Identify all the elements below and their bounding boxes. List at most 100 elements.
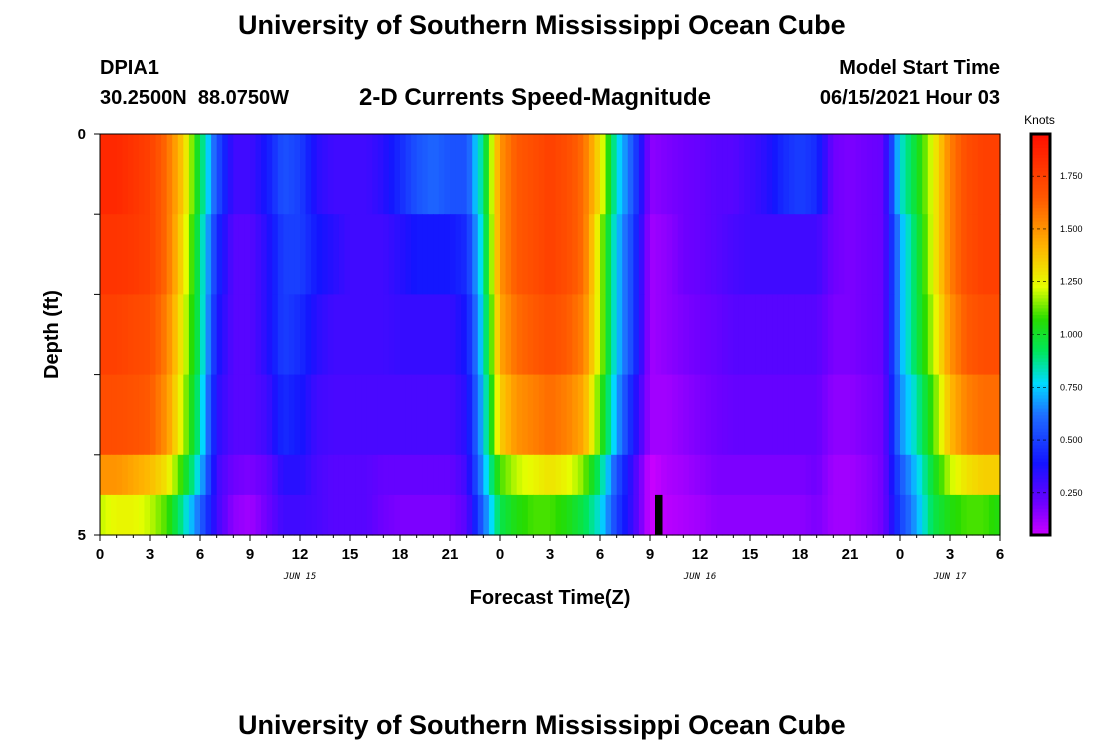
heatmap-cell bbox=[444, 494, 451, 536]
heatmap-cell bbox=[300, 134, 307, 215]
heatmap-cell bbox=[722, 134, 729, 215]
x-tick-label: 3 bbox=[546, 546, 554, 563]
heatmap-cell bbox=[811, 294, 818, 376]
heatmap-cell bbox=[844, 134, 851, 215]
heatmap-cell bbox=[566, 214, 573, 295]
heatmap-cell bbox=[733, 494, 740, 536]
heatmap-cell bbox=[533, 494, 540, 536]
heatmap-cell bbox=[150, 134, 157, 215]
heatmap-cell bbox=[261, 294, 268, 376]
heatmap-cell bbox=[661, 374, 668, 456]
heatmap-cell bbox=[966, 374, 973, 456]
heatmap-cell bbox=[905, 494, 912, 536]
heatmap-cell bbox=[372, 454, 379, 496]
heatmap-cell bbox=[183, 374, 190, 456]
heatmap-cell bbox=[766, 454, 773, 496]
heatmap-cell bbox=[283, 134, 290, 215]
heatmap-cell bbox=[211, 134, 218, 215]
x-tick-label: 6 bbox=[196, 546, 204, 563]
colorbar-swatch bbox=[1031, 334, 1050, 339]
heatmap-cell bbox=[166, 494, 173, 536]
heatmap-cell bbox=[344, 134, 351, 215]
heatmap-cell bbox=[633, 494, 640, 536]
colorbar-swatch bbox=[1031, 240, 1050, 245]
heatmap-cell bbox=[455, 214, 462, 295]
heatmap-cell bbox=[122, 454, 129, 496]
x-axis: 0 3 6 9 12 15 18 21 0 3 6 9 12 15 18 21 0 3 6 bbox=[96, 535, 1004, 563]
heatmap-cell bbox=[850, 294, 857, 376]
heatmap-cell bbox=[972, 454, 979, 496]
heatmap-cell bbox=[233, 494, 240, 536]
colorbar-swatch bbox=[1031, 428, 1050, 433]
heatmap-cell bbox=[722, 454, 729, 496]
heatmap-cell bbox=[372, 494, 379, 536]
heatmap-cell bbox=[661, 494, 668, 536]
heatmap-cell bbox=[811, 134, 818, 215]
colorbar-swatch bbox=[1031, 250, 1050, 255]
heatmap-cell bbox=[611, 494, 618, 536]
heatmap-cell bbox=[805, 134, 812, 215]
heatmap-cell bbox=[300, 374, 307, 456]
colorbar-swatch bbox=[1031, 511, 1050, 516]
x-tick-label: 6 bbox=[996, 546, 1004, 563]
heatmap-cell bbox=[505, 134, 512, 215]
heatmap-cell bbox=[627, 494, 634, 536]
heatmap-cell bbox=[238, 214, 246, 295]
colorbar-swatch bbox=[1031, 207, 1050, 212]
heatmap-cell bbox=[516, 374, 523, 456]
heatmap-cell bbox=[488, 494, 496, 536]
heatmap-cell bbox=[333, 494, 340, 536]
heatmap-cell bbox=[811, 454, 818, 496]
heatmap-cell bbox=[366, 494, 373, 536]
heatmap-cell bbox=[677, 374, 684, 456]
heatmap-cell bbox=[494, 454, 501, 496]
heatmap-cell bbox=[600, 294, 607, 376]
heatmap-cell bbox=[622, 454, 629, 496]
heatmap-cell bbox=[711, 294, 718, 376]
heatmap-cell bbox=[900, 454, 907, 496]
heatmap-cell bbox=[283, 294, 290, 376]
colorbar-swatch bbox=[1031, 448, 1050, 453]
heatmap-cell bbox=[322, 294, 329, 376]
colorbar-swatch bbox=[1031, 414, 1050, 419]
heatmap-cell bbox=[383, 214, 390, 295]
heatmap-cell bbox=[133, 494, 140, 536]
heatmap-cell bbox=[505, 374, 512, 456]
heatmap-cell bbox=[788, 134, 796, 215]
heatmap-cell bbox=[888, 494, 896, 536]
heatmap-cell bbox=[250, 494, 257, 536]
colorbar-swatch bbox=[1031, 458, 1050, 463]
heatmap-cell bbox=[988, 294, 996, 376]
heatmap-cell bbox=[616, 214, 623, 295]
heatmap-cell bbox=[627, 294, 634, 376]
heatmap-cell bbox=[805, 494, 812, 536]
heatmap-cell bbox=[844, 454, 851, 496]
heatmap-cell bbox=[427, 134, 434, 215]
heatmap-cell bbox=[122, 214, 129, 295]
heatmap-cell bbox=[161, 294, 168, 376]
heatmap-cell bbox=[633, 454, 640, 496]
heatmap-cell bbox=[372, 294, 379, 376]
heatmap-cell bbox=[322, 374, 329, 456]
heatmap-cell bbox=[116, 134, 123, 215]
colorbar-swatch bbox=[1031, 521, 1050, 526]
heatmap-cell bbox=[566, 494, 573, 536]
colorbar-swatch bbox=[1031, 167, 1050, 172]
heatmap-cell bbox=[716, 374, 723, 456]
colorbar-swatch bbox=[1031, 170, 1050, 175]
heatmap-cell bbox=[300, 494, 307, 536]
heatmap-cell bbox=[866, 454, 873, 496]
heatmap-cell bbox=[944, 494, 951, 536]
colorbar-swatch bbox=[1031, 524, 1050, 529]
heatmap-cell bbox=[477, 134, 484, 215]
x-tick-label: 3 bbox=[946, 546, 954, 563]
heatmap-cell bbox=[611, 214, 618, 295]
heatmap-cell bbox=[927, 134, 934, 215]
colorbar-swatch bbox=[1031, 154, 1050, 158]
heatmap-cell bbox=[344, 374, 351, 456]
heatmap-cell bbox=[800, 294, 807, 376]
heatmap-cell bbox=[844, 294, 851, 376]
heatmap-cell bbox=[716, 494, 723, 536]
heatmap-cell bbox=[366, 214, 373, 295]
heatmap-cell bbox=[544, 214, 551, 295]
